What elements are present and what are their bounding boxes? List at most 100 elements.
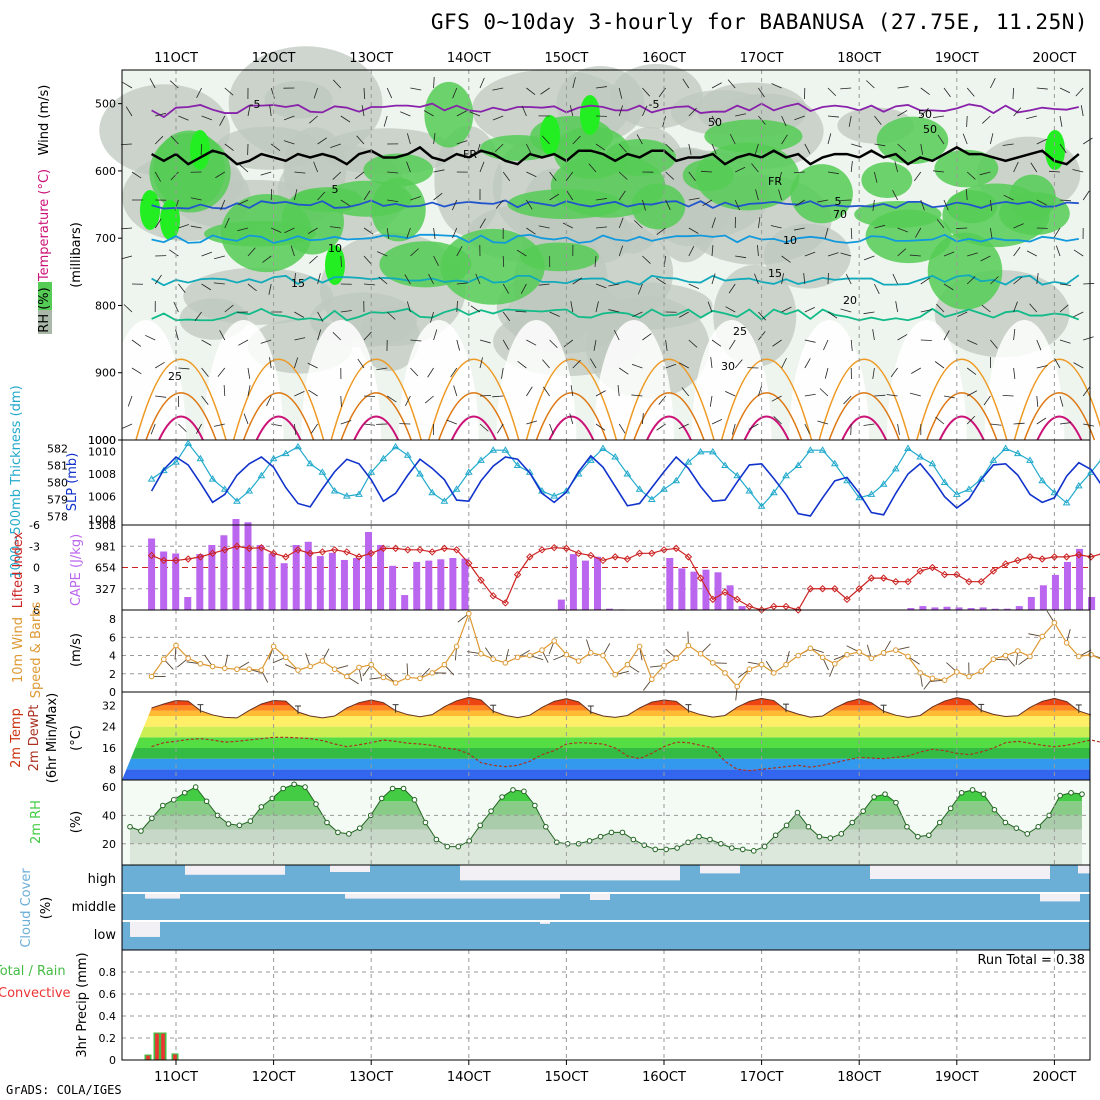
lifted-index-marker — [977, 577, 985, 586]
wind-barb — [665, 363, 677, 369]
wind-barb — [450, 367, 458, 378]
wind-barb — [1002, 394, 1014, 397]
wind-barb — [363, 87, 366, 100]
wind-speed-marker — [746, 666, 753, 673]
rh2m-marker — [444, 843, 451, 850]
wind-barb — [840, 87, 852, 90]
thickness-marker — [513, 461, 522, 468]
wind-barb — [178, 115, 189, 121]
wind-barb — [990, 423, 1002, 426]
wind-barb — [618, 190, 626, 201]
rh2m-marker — [674, 845, 680, 851]
wind-barb — [982, 115, 991, 124]
wind-speed-marker — [270, 643, 277, 650]
wind-barb — [456, 110, 467, 117]
wind-speed-marker — [905, 653, 911, 660]
temp-band — [122, 769, 1090, 780]
wind-barb — [823, 339, 829, 351]
cape-bar — [1015, 606, 1023, 610]
wind-barb — [962, 133, 968, 145]
temp-band — [122, 705, 1090, 711]
cape-bar — [304, 541, 312, 610]
slp-tick-label: 1008 — [88, 468, 116, 481]
x-tick-label-top: 15OCT — [545, 51, 589, 66]
wind-barb — [1075, 87, 1084, 97]
wind-barb — [772, 339, 782, 347]
wind-barb — [781, 273, 784, 285]
isotherm-line — [150, 145, 1080, 166]
rh2m-marker — [291, 781, 297, 788]
thickness-marker — [1038, 476, 1047, 484]
lifted-index-marker — [367, 549, 375, 558]
cape-bar — [244, 522, 252, 610]
wind-barb — [758, 385, 763, 397]
contour-label: -5 — [250, 98, 261, 111]
wind-barb — [332, 332, 342, 341]
wind-barb — [453, 385, 458, 397]
wind-speed-marker — [539, 647, 545, 653]
wind-barb — [755, 189, 759, 201]
wind-barb — [966, 276, 976, 285]
wind-barb — [1013, 301, 1018, 313]
wind-barb — [920, 199, 925, 211]
wind-barb — [329, 226, 341, 229]
rh2m-marker — [149, 815, 155, 822]
cape-bar — [232, 519, 240, 610]
wind-barb — [711, 217, 716, 229]
slp-line — [150, 454, 1100, 517]
cape-bar — [365, 532, 373, 610]
wind-speed-marker — [197, 660, 204, 667]
cape-bar — [377, 545, 385, 610]
wind-barb — [863, 423, 875, 426]
wind-tick-label: 4 — [109, 650, 116, 663]
x-tick-label-bottom: 14OCT — [447, 1070, 491, 1085]
wind-barb — [269, 357, 272, 369]
rh2m-marker — [783, 822, 790, 829]
cloud-clear-segment — [1040, 893, 1080, 902]
x-tick-label-top: 17OCT — [740, 51, 784, 66]
wind-barb — [220, 199, 226, 211]
thickness-marker — [891, 464, 900, 472]
wind-barb — [817, 420, 829, 425]
wind-speed-marker — [807, 645, 814, 652]
cape-tick-label: 1308 — [88, 519, 116, 532]
wind-barb — [1059, 304, 1069, 313]
wind-barb — [710, 357, 713, 369]
rh2m-marker — [794, 809, 801, 816]
rh2m-line — [129, 783, 1083, 852]
cape-bar — [931, 607, 939, 610]
legend-label-wind: Wind (m/s) — [37, 85, 52, 156]
rh2m-marker — [630, 836, 637, 843]
wind-barb — [294, 273, 296, 285]
wind-barb — [410, 87, 422, 91]
wind-barb — [196, 87, 202, 98]
wind-barb — [793, 171, 805, 174]
thickness-axis-label: 1000~500mb Thickness (dm) — [9, 385, 24, 578]
wind-barb — [678, 362, 689, 369]
isotherm-25-arc — [916, 358, 1008, 441]
rh-shading-green — [876, 116, 949, 165]
lifted-index-marker — [416, 546, 424, 554]
wind-barb — [247, 105, 251, 117]
isotherm-25-arc — [135, 358, 227, 441]
wind-barb — [178, 224, 189, 229]
thickness-marker — [660, 485, 668, 492]
wind-speed-marker — [1076, 653, 1082, 660]
wind-barb — [966, 171, 976, 180]
wind-barb — [1082, 190, 1090, 201]
wind-speed-marker — [234, 666, 240, 673]
lifted-index-marker — [501, 599, 510, 607]
wind-barb — [990, 227, 993, 239]
rh2m-marker — [969, 787, 976, 793]
wind-barb — [214, 255, 225, 260]
wind-speed-marker — [563, 651, 570, 658]
wind-barb — [355, 171, 365, 179]
wind-barb — [966, 115, 968, 128]
thickness-marker — [245, 487, 254, 494]
rh-tick-label: 20 — [102, 838, 116, 851]
wind-barb — [549, 193, 560, 201]
wind-barb — [682, 78, 690, 89]
slp-tick-label: 1004 — [88, 513, 116, 526]
wind-speed-marker — [148, 673, 155, 680]
wind-barb — [933, 170, 945, 173]
